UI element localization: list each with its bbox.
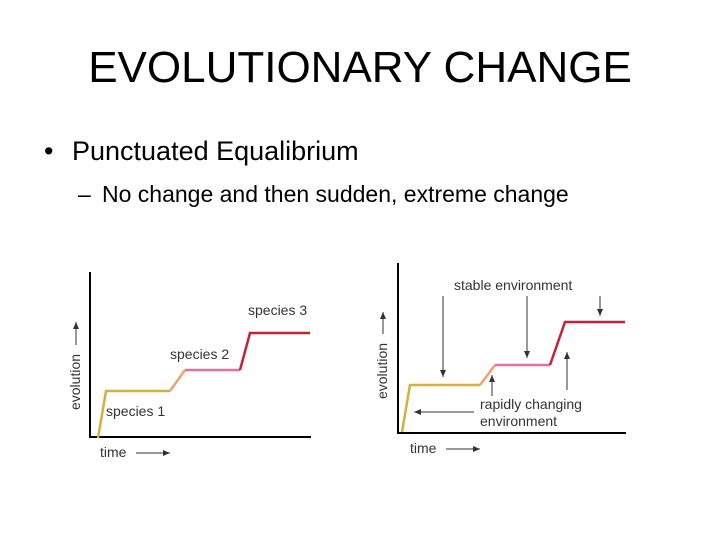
bullet-marker: • — [44, 136, 53, 166]
sub-bullet-marker: – — [78, 181, 91, 207]
stable-label: stable environment — [454, 277, 572, 293]
axes — [89, 272, 311, 438]
slide-title: EVOLUTIONARY CHANGE — [88, 43, 632, 92]
x-label: time — [100, 444, 127, 460]
sub-bullet-text: No change and then sudden, extreme chang… — [102, 181, 569, 207]
species-1-line — [400, 383, 480, 433]
y-label: evolution — [374, 343, 390, 399]
diagram-2: evolution time stable environment rapidl… — [374, 263, 626, 456]
species-label: species 2 — [170, 346, 229, 362]
species-1-line — [96, 389, 170, 439]
diagram-1: evolution time species 1 species 2 speci… — [67, 272, 311, 460]
rapid-label: rapidly changing — [480, 396, 582, 412]
axes — [397, 263, 626, 434]
transition — [168, 369, 187, 392]
transition — [479, 364, 496, 386]
rapid-label: environment — [480, 413, 557, 429]
species-3-line — [548, 320, 625, 366]
bullet-text: Punctuated Equalibrium — [72, 136, 359, 166]
y-label: evolution — [67, 354, 83, 410]
x-label: time — [410, 440, 437, 456]
species-3-line — [238, 331, 310, 371]
species-label: species 1 — [106, 403, 165, 419]
species-label: species 3 — [248, 302, 307, 318]
